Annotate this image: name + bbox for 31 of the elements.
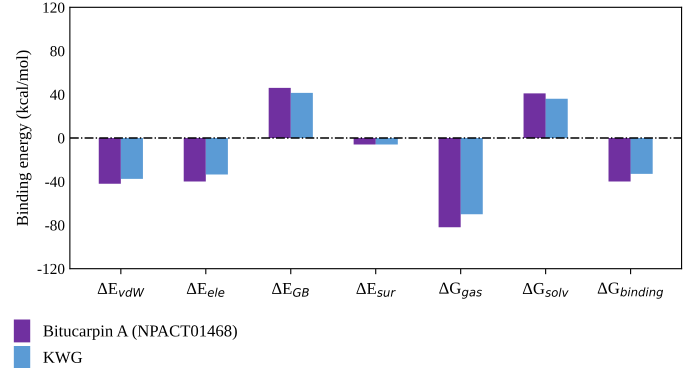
bar (438, 138, 461, 228)
x-tick-label: ΔG$_{gas}$ (439, 282, 482, 299)
y-tick-label: -80 (45, 220, 64, 231)
legend-label: Bitucarpin A (NPACT01468) (43, 324, 237, 340)
x-tick-label: ΔE$_{vdW}$ (98, 282, 144, 297)
y-tick-label: 40 (50, 90, 64, 100)
bar (354, 138, 376, 145)
y-axis-title: Binding energy (kcal/mol) (16, 50, 32, 226)
bar (120, 138, 143, 179)
x-tick-label: ΔE$_{GB}$ (272, 282, 309, 297)
bar (460, 138, 483, 214)
y-tick-label: 80 (50, 46, 64, 56)
bar (376, 138, 398, 145)
x-tick-label: ΔE$_{sur}$ (356, 282, 396, 297)
bar (290, 92, 313, 138)
x-tick-label: ΔE$_{ele}$ (186, 282, 224, 297)
bar (98, 138, 121, 184)
legend-label: KWG (43, 352, 82, 364)
y-tick-label: -40 (45, 176, 64, 187)
x-tick-label: ΔG$_{binding}$ (598, 282, 664, 299)
x-tick-label: ΔG$_{solv}$ (522, 282, 569, 297)
bar (524, 93, 546, 138)
y-tick-label: 120 (43, 2, 64, 13)
bar (268, 88, 291, 138)
y-tick-label: -120 (38, 264, 64, 274)
bar (546, 98, 568, 138)
bar (630, 138, 653, 174)
y-tick-label: 0 (58, 133, 64, 144)
bar (608, 138, 631, 182)
bar (206, 138, 228, 174)
bar (184, 138, 206, 182)
